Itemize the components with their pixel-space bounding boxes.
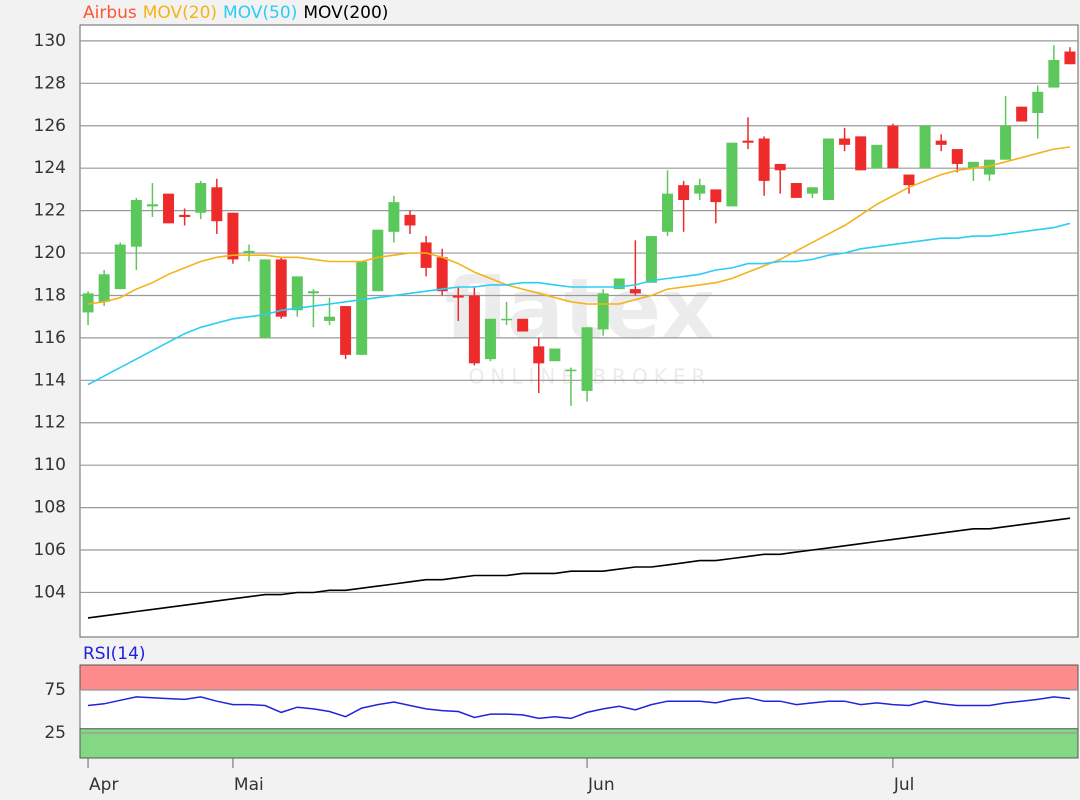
candle-body xyxy=(259,259,271,338)
candle-body xyxy=(420,242,432,268)
candle-body xyxy=(710,189,722,203)
candle-body xyxy=(372,229,384,292)
candle-body xyxy=(130,200,142,247)
candle-body xyxy=(774,163,786,171)
candle-body xyxy=(179,214,191,217)
candle-body xyxy=(967,161,979,169)
candle-body xyxy=(501,318,513,321)
x-tick-label: Apr xyxy=(89,775,118,795)
y-tick-label: 122 xyxy=(34,201,66,221)
candle-body xyxy=(356,261,368,355)
candle-body xyxy=(726,142,738,207)
x-tick-label: Jul xyxy=(893,775,915,795)
legend-entry: MOV(50) xyxy=(223,3,297,23)
legend-entry: MOV(200) xyxy=(303,3,388,23)
y-tick-label: 116 xyxy=(34,328,66,348)
candle-body xyxy=(307,291,319,294)
y-tick-label: 75 xyxy=(44,680,66,700)
moving-average-line xyxy=(87,222,1071,386)
moving-average-line xyxy=(87,146,1071,305)
candle-body xyxy=(275,259,287,317)
candle-body xyxy=(1048,60,1060,88)
y-tick-label: 114 xyxy=(34,370,66,390)
candle-body xyxy=(146,204,158,207)
candle-body xyxy=(163,193,175,224)
candle-body xyxy=(533,346,545,364)
candle-body xyxy=(758,138,770,181)
candle-body xyxy=(436,257,448,292)
candle-body xyxy=(806,187,818,194)
candle-body xyxy=(742,140,754,143)
candle-body xyxy=(871,144,883,169)
candle-body xyxy=(340,306,352,355)
main-plot xyxy=(79,24,1079,638)
legend-entry: Airbus xyxy=(83,3,137,23)
candle-body xyxy=(694,185,706,194)
candle-body xyxy=(227,212,239,260)
candle-body xyxy=(1016,106,1028,122)
candle-body xyxy=(629,289,641,294)
candle-body xyxy=(645,236,657,283)
y-tick-label: 126 xyxy=(34,116,66,136)
y-tick-label: 112 xyxy=(34,413,66,433)
candle-body xyxy=(581,327,593,391)
candle-body xyxy=(324,316,335,321)
candle-body xyxy=(855,136,867,171)
y-tick-label: 110 xyxy=(34,455,66,475)
rsi-band xyxy=(79,664,1079,691)
candle-body xyxy=(114,244,126,290)
candle-body xyxy=(98,274,110,302)
candle-body xyxy=(549,348,561,362)
candle-body xyxy=(935,140,947,145)
candle-body xyxy=(1064,51,1076,65)
candle-body xyxy=(951,149,963,164)
y-tick-label: 25 xyxy=(44,723,66,743)
candle-body xyxy=(243,250,255,254)
candle-body xyxy=(839,138,851,145)
y-tick-label: 104 xyxy=(34,582,66,602)
candle-body xyxy=(211,187,223,222)
y-tick-label: 120 xyxy=(34,243,66,263)
candle-body xyxy=(468,295,480,364)
x-tick-label: Jun xyxy=(587,775,615,795)
candle-body xyxy=(452,295,464,298)
y-tick-label: 106 xyxy=(34,540,66,560)
candle-body xyxy=(388,202,400,232)
candle-body xyxy=(613,278,625,290)
candle-body xyxy=(195,183,207,213)
y-tick-label: 130 xyxy=(34,31,66,51)
candle-body xyxy=(484,318,496,360)
rsi-line xyxy=(87,696,1071,720)
y-tick-label: 124 xyxy=(34,158,66,178)
x-tick-label: Mai xyxy=(234,775,264,795)
candle-body xyxy=(662,193,674,232)
y-tick-label: 128 xyxy=(34,73,66,93)
candle-body xyxy=(565,369,577,372)
candle-body xyxy=(903,174,915,186)
candle-body xyxy=(887,125,899,169)
candle-body xyxy=(597,293,609,330)
candle-body xyxy=(678,185,690,201)
candle-body xyxy=(823,138,834,201)
candle-body xyxy=(517,318,529,332)
moving-average-line xyxy=(87,517,1071,619)
candle-body xyxy=(1000,125,1012,160)
candle-body xyxy=(82,293,94,313)
candle-body xyxy=(1032,91,1044,114)
candle-body xyxy=(983,159,995,175)
rsi-legend: RSI(14) xyxy=(83,644,146,664)
candle-body xyxy=(790,183,802,198)
legend-entry: MOV(20) xyxy=(143,3,217,23)
candle-body xyxy=(291,276,303,311)
y-tick-label: 108 xyxy=(34,498,66,518)
candle-body xyxy=(919,125,931,169)
candle-body xyxy=(404,214,416,226)
y-tick-label: 118 xyxy=(34,285,66,305)
